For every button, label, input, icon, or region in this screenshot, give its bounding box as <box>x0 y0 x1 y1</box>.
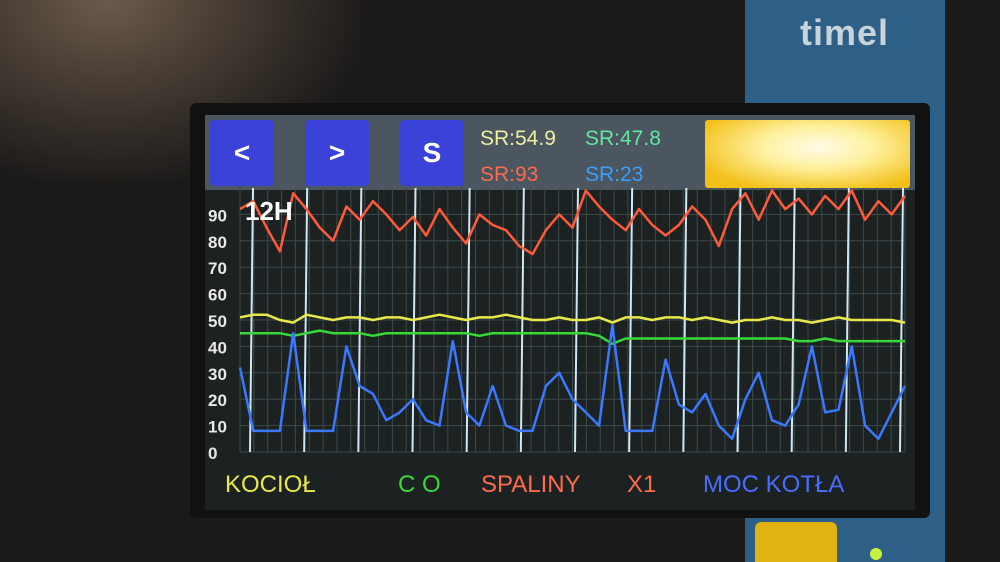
legend-kociol: KOCIOŁ <box>225 471 316 498</box>
y-tick-label: 0 <box>208 444 217 463</box>
y-tick-label: 50 <box>208 312 227 331</box>
header-bar: < > S SR:54.9 SR:47.8 SR:93 SR:23 <box>205 115 915 190</box>
y-tick-label: 20 <box>208 391 227 410</box>
y-tick-label: 70 <box>208 259 227 278</box>
hour-marker-line <box>899 187 904 453</box>
legend-x1: X1 <box>627 471 657 498</box>
sr-moc: SR:23 <box>585 163 644 186</box>
brand-logo: timel <box>800 12 890 53</box>
y-tick-label: 10 <box>208 418 227 437</box>
prev-button[interactable]: < <box>210 120 274 186</box>
y-tick-label: 80 <box>208 233 227 252</box>
status-led <box>870 548 882 560</box>
y-tick-label: 30 <box>208 365 227 384</box>
hour-marker-line <box>303 187 309 453</box>
hour-marker-line <box>249 187 254 453</box>
power-button[interactable] <box>755 522 837 562</box>
series-line-3 <box>238 324 907 441</box>
sr-spaliny: SR:93 <box>480 163 539 186</box>
hour-marker-line <box>519 187 525 453</box>
series-line-2 <box>239 189 907 256</box>
y-tick-label: 60 <box>208 286 227 305</box>
chart: 0 10 20 30 40 50 60 70 80 90 12H <box>208 187 907 463</box>
weather-sun-icon <box>705 120 910 188</box>
hour-marker-line <box>628 187 634 453</box>
series-line-1 <box>240 329 905 346</box>
s-button[interactable]: S <box>400 120 464 186</box>
hour-marker-line <box>357 187 363 453</box>
legend-spaliny: SPALINY <box>481 471 581 498</box>
y-tick-label: 90 <box>208 206 227 225</box>
screen: < > S SR:54.9 SR:47.8 SR:93 SR:23 0 10 20 3… <box>205 115 915 510</box>
next-button[interactable]: > <box>305 120 369 186</box>
sr-co: SR:47.8 <box>585 127 661 150</box>
legend-moc-kotla: MOC KOTŁA <box>703 471 845 498</box>
series-line-0 <box>239 313 906 324</box>
legend-co: C O <box>398 471 441 498</box>
period-label: 12H <box>245 196 293 226</box>
y-tick-label: 40 <box>208 338 227 357</box>
sr-kociol: SR:54.9 <box>480 127 556 150</box>
